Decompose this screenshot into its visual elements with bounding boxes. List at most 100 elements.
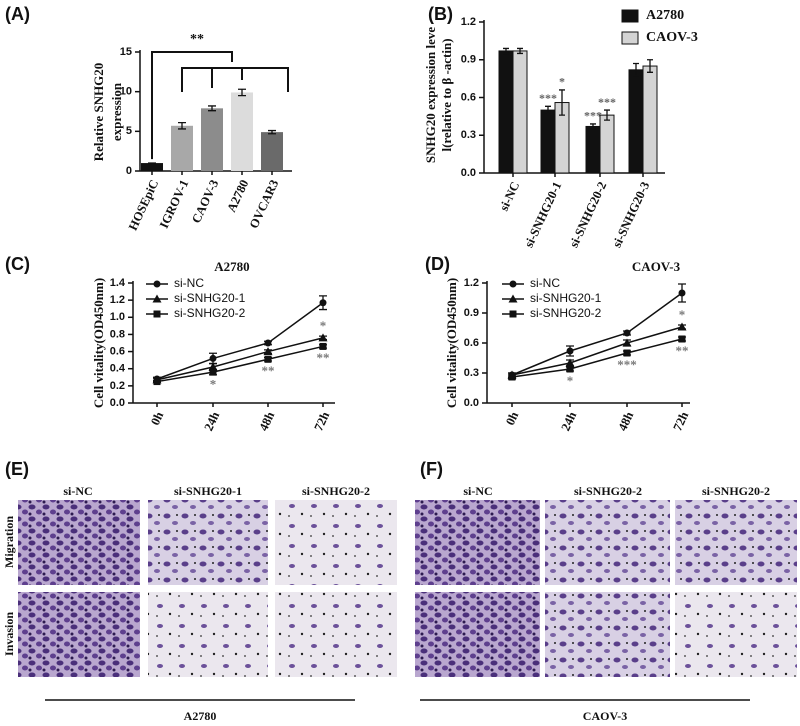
bar bbox=[512, 50, 528, 174]
x-tick-label: 72h bbox=[670, 410, 691, 434]
marker bbox=[264, 355, 272, 363]
marker bbox=[318, 333, 328, 342]
error-bar bbox=[545, 105, 551, 115]
bar bbox=[261, 132, 283, 171]
column-header: si-SNHG20-1 bbox=[174, 484, 242, 498]
y-tick-label: 0.9 bbox=[464, 307, 479, 319]
significance: *** bbox=[617, 357, 637, 372]
micrograph bbox=[18, 500, 140, 585]
marker bbox=[509, 280, 517, 288]
bar bbox=[498, 50, 514, 174]
x-tick-label: A2780 bbox=[224, 178, 251, 215]
panel-label: (E) bbox=[5, 459, 29, 479]
panel-label: (D) bbox=[425, 254, 450, 274]
bar bbox=[642, 65, 658, 174]
significance: ** bbox=[262, 363, 275, 378]
marker bbox=[319, 342, 327, 350]
column-header: si-SNHG20-2 bbox=[302, 484, 370, 498]
y-axis-label: Cell vitality(OD450nm) bbox=[444, 278, 459, 408]
y-tick-label: 15 bbox=[120, 46, 132, 58]
micrograph bbox=[675, 592, 797, 677]
y-tick-label: 5 bbox=[126, 125, 132, 137]
y-tick-label: 10 bbox=[120, 86, 132, 98]
row-label: Invasion bbox=[2, 612, 16, 656]
y-tick-label: 0.4 bbox=[110, 363, 126, 375]
bracket bbox=[151, 51, 233, 160]
micrograph bbox=[148, 592, 268, 677]
marker bbox=[622, 338, 632, 347]
micrograph bbox=[148, 500, 268, 585]
legend-label: si-NC bbox=[530, 276, 560, 290]
legend-label: si-SNHG20-2 bbox=[174, 306, 246, 320]
micrograph bbox=[545, 500, 670, 585]
column-header: si-NC bbox=[63, 484, 92, 498]
legend-swatch bbox=[621, 31, 639, 45]
x-tick-label: si-SNHG20-1 bbox=[522, 180, 565, 250]
y-axis-label: Relative SNHG20 bbox=[91, 63, 106, 162]
micrograph bbox=[415, 500, 540, 585]
column-header: si-NC bbox=[463, 484, 492, 498]
significance: *** bbox=[539, 91, 557, 105]
micrograph bbox=[675, 500, 797, 585]
error-bar bbox=[238, 88, 246, 97]
y-tick-label: 1.0 bbox=[110, 311, 125, 323]
x-tick-label: OVCAR3 bbox=[247, 178, 282, 231]
y-tick-label: 0.6 bbox=[110, 345, 125, 357]
y-axis-label: expression bbox=[109, 82, 124, 141]
marker bbox=[508, 373, 516, 381]
x-tick-label: 0h bbox=[148, 410, 166, 428]
significance: ** bbox=[190, 32, 204, 47]
y-tick-label: 1.4 bbox=[110, 277, 126, 289]
significance: * bbox=[679, 307, 686, 322]
legend-label: si-NC bbox=[174, 276, 204, 290]
y-axis-label: Cell vitality(OD450nm) bbox=[91, 278, 106, 408]
significance: ** bbox=[676, 343, 689, 358]
x-tick-label: IGROV-1 bbox=[157, 178, 192, 231]
x-tick-label: si-SNHG20-3 bbox=[610, 180, 653, 250]
x-tick-label: CAOV-3 bbox=[189, 178, 221, 226]
group-label: A2780 bbox=[184, 709, 217, 723]
bar bbox=[231, 92, 253, 171]
marker bbox=[509, 310, 517, 318]
marker bbox=[264, 339, 272, 347]
y-tick-label: 0.6 bbox=[461, 91, 476, 103]
x-tick-label: 24h bbox=[558, 410, 579, 434]
y-tick-label: 0.3 bbox=[461, 129, 476, 141]
marker bbox=[153, 378, 161, 386]
marker bbox=[566, 347, 574, 355]
panel-label: (F) bbox=[420, 459, 443, 479]
group-label: CAOV-3 bbox=[583, 709, 627, 723]
error-bar bbox=[647, 59, 653, 73]
bar bbox=[585, 125, 601, 174]
y-tick-label: 1.2 bbox=[464, 277, 479, 289]
error-bar bbox=[590, 123, 596, 130]
y-tick-label: 1.2 bbox=[110, 294, 125, 306]
y-tick-label: 0.8 bbox=[110, 328, 125, 340]
error-bar bbox=[517, 47, 523, 55]
micrograph bbox=[275, 500, 397, 585]
y-axis-label: l(relative to β -actin) bbox=[439, 38, 454, 151]
y-tick-label: 0.0 bbox=[110, 397, 125, 409]
chart-title: A2780 bbox=[214, 259, 249, 274]
significance: ** bbox=[317, 350, 330, 365]
bar bbox=[171, 125, 193, 171]
marker bbox=[566, 365, 574, 373]
line bbox=[156, 345, 324, 383]
marker bbox=[678, 335, 686, 343]
error-bar bbox=[604, 109, 610, 121]
x-tick-label: 72h bbox=[311, 410, 332, 434]
column-header: si-SNHG20-2 bbox=[702, 484, 770, 498]
y-tick-label: 0.0 bbox=[464, 397, 479, 409]
micrograph bbox=[415, 592, 540, 677]
x-tick-label: si-NC bbox=[497, 180, 523, 214]
y-tick-label: 0.9 bbox=[461, 54, 476, 66]
significance: * bbox=[210, 377, 217, 392]
y-tick-label: 0.2 bbox=[110, 380, 125, 392]
y-axis-label: SNHG20 expression leve bbox=[423, 27, 438, 163]
error-bar bbox=[178, 121, 186, 130]
legend-label: CAOV-3 bbox=[646, 30, 698, 45]
panel-label: (A) bbox=[5, 4, 30, 24]
marker bbox=[319, 299, 327, 307]
line bbox=[156, 337, 324, 381]
